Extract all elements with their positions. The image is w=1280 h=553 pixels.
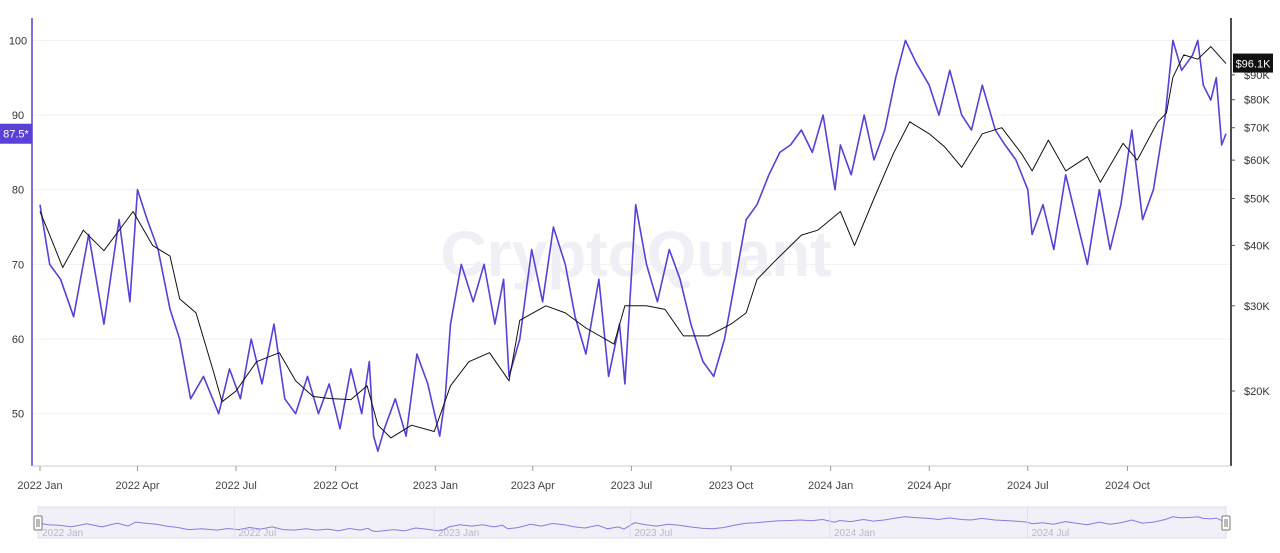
watermark-text: CryptoQuant xyxy=(440,218,831,290)
x-axis-ticks: 2022 Jan 2022 Apr 2022 Jul 2022 Oct 2023 Jan… xyxy=(17,466,1150,492)
right-value-tag xyxy=(1233,53,1273,73)
left-tick-label: 90 xyxy=(12,110,24,122)
left-tick-label: 70 xyxy=(12,259,24,271)
right-tick-label: $60K xyxy=(1244,155,1270,167)
range-navigator[interactable]: 2022 Jan 2022 Jul 2023 Jan 2023 Jul 2024 Jan… xyxy=(33,506,1231,539)
series-line-right-axis xyxy=(39,46,1227,439)
x-tick-label: 2023 Oct xyxy=(709,480,754,492)
right-tick-label: $50K xyxy=(1244,193,1270,205)
value-tags: 87.5* $96.1K xyxy=(0,53,1273,144)
navigator-series-line xyxy=(37,516,1227,533)
left-axis-ticks: 100 90 80 70 60 50 xyxy=(9,35,27,420)
series-lines xyxy=(39,39,1227,452)
x-tick-label: 2024 Jan xyxy=(808,480,853,492)
left-tick-label: 80 xyxy=(12,185,24,197)
navigator-left-handle[interactable] xyxy=(33,515,43,531)
right-tick-label: $70K xyxy=(1244,123,1270,135)
right-tick-label: $20K xyxy=(1244,386,1270,398)
x-tick-label: 2024 Jul xyxy=(1007,480,1049,492)
x-tick-label: 2022 Jul xyxy=(215,480,257,492)
x-tick-label: 2023 Apr xyxy=(511,480,555,492)
navigator-tick-label: 2023 Jul xyxy=(634,528,672,539)
navigator-tick-label: 2024 Jul xyxy=(1031,528,1069,539)
right-axis-ticks: $90K $80K $70K $60K $50K $40K $30K $20K xyxy=(1231,70,1270,398)
left-value-tag xyxy=(0,123,32,144)
right-tick-label: $80K xyxy=(1244,95,1270,107)
x-tick-label: 2022 Apr xyxy=(115,480,159,492)
navigator-tick-label: 2022 Jul xyxy=(238,528,276,539)
x-tick-label: 2022 Oct xyxy=(313,480,358,492)
navigator-tick-label: 2023 Jan xyxy=(438,528,479,539)
x-tick-label: 2024 Apr xyxy=(907,480,951,492)
x-tick-label: 2023 Jul xyxy=(611,480,653,492)
gridlines xyxy=(32,39,1231,415)
series-line-left-axis xyxy=(39,39,1227,452)
navigator-tick-label: 2024 Jan xyxy=(834,528,875,539)
x-tick-label: 2023 Jan xyxy=(413,480,458,492)
left-value-tag-label: 87.5* xyxy=(3,129,29,141)
left-tick-label: 60 xyxy=(12,334,24,346)
x-tick-label: 2024 Oct xyxy=(1105,480,1150,492)
right-tick-label: $90K xyxy=(1244,70,1270,82)
left-tick-label: 100 xyxy=(9,35,27,47)
right-tick-label: $40K xyxy=(1244,240,1270,252)
navigator-right-handle[interactable] xyxy=(1221,515,1231,531)
right-tick-label: $30K xyxy=(1244,301,1270,313)
x-tick-label: 2022 Jan xyxy=(17,480,62,492)
navigator-tick-label: 2022 Jan xyxy=(42,528,83,539)
right-value-tag-label: $96.1K xyxy=(1236,59,1272,71)
left-tick-label: 50 xyxy=(12,409,24,421)
